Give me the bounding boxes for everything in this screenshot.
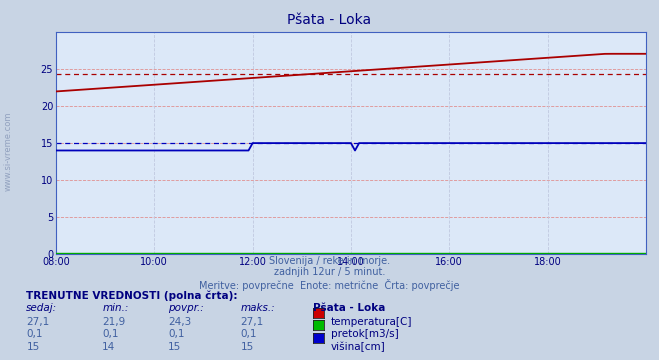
Text: 0,1: 0,1 [26,329,43,339]
Text: Pšata - Loka: Pšata - Loka [287,13,372,27]
Text: 0,1: 0,1 [241,329,257,339]
Text: Pšata - Loka: Pšata - Loka [313,303,386,313]
Text: 15: 15 [241,342,254,352]
Text: www.si-vreme.com: www.si-vreme.com [3,112,13,191]
Text: 0,1: 0,1 [102,329,119,339]
Text: 27,1: 27,1 [241,317,264,327]
Text: Meritve: povprečne  Enote: metrične  Črta: povprečje: Meritve: povprečne Enote: metrične Črta:… [199,279,460,291]
Text: temperatura[C]: temperatura[C] [331,317,413,327]
Text: Slovenija / reke in morje.: Slovenija / reke in morje. [269,256,390,266]
Text: 0,1: 0,1 [168,329,185,339]
Text: 15: 15 [168,342,181,352]
Text: TRENUTNE VREDNOSTI (polna črta):: TRENUTNE VREDNOSTI (polna črta): [26,291,238,301]
Text: pretok[m3/s]: pretok[m3/s] [331,329,399,339]
Text: 15: 15 [26,342,40,352]
Text: 14: 14 [102,342,115,352]
Text: višina[cm]: višina[cm] [331,342,386,352]
Text: maks.:: maks.: [241,303,275,313]
Text: sedaj:: sedaj: [26,303,57,313]
Text: min.:: min.: [102,303,129,313]
Text: 21,9: 21,9 [102,317,125,327]
Text: 24,3: 24,3 [168,317,191,327]
Text: zadnjih 12ur / 5 minut.: zadnjih 12ur / 5 minut. [273,267,386,277]
Text: povpr.:: povpr.: [168,303,204,313]
Text: 27,1: 27,1 [26,317,49,327]
